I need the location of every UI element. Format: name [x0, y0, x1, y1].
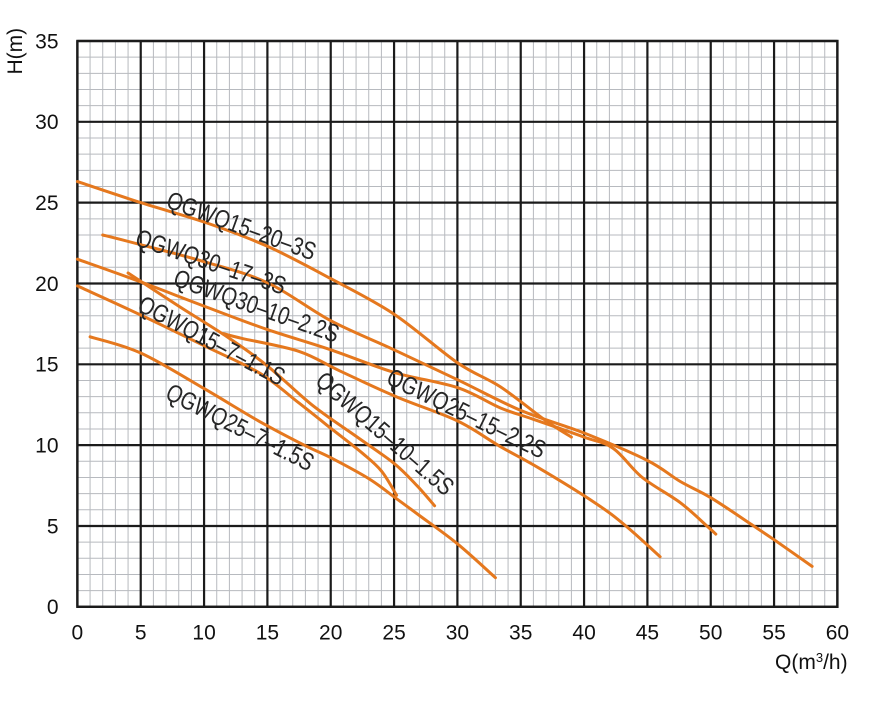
svg-text:15: 15: [256, 622, 279, 645]
svg-text:30: 30: [446, 622, 469, 645]
svg-text:10: 10: [192, 622, 215, 645]
svg-text:5: 5: [135, 622, 147, 645]
svg-text:0: 0: [72, 622, 84, 645]
svg-text:55: 55: [762, 622, 785, 645]
svg-text:5: 5: [47, 515, 59, 538]
svg-text:45: 45: [636, 622, 659, 645]
svg-text:35: 35: [35, 30, 58, 53]
svg-text:25: 25: [35, 192, 58, 215]
svg-text:20: 20: [319, 622, 342, 645]
svg-text:50: 50: [699, 622, 722, 645]
svg-text:H(m): H(m): [4, 28, 27, 75]
svg-text:35: 35: [509, 622, 532, 645]
svg-text:30: 30: [35, 111, 58, 134]
svg-text:Q(m3/h): Q(m3/h): [775, 650, 848, 674]
svg-text:40: 40: [572, 622, 595, 645]
svg-text:25: 25: [382, 622, 405, 645]
svg-text:20: 20: [35, 273, 58, 296]
svg-text:10: 10: [35, 434, 58, 457]
svg-text:60: 60: [826, 622, 849, 645]
svg-text:0: 0: [47, 596, 59, 619]
svg-text:15: 15: [35, 354, 58, 377]
